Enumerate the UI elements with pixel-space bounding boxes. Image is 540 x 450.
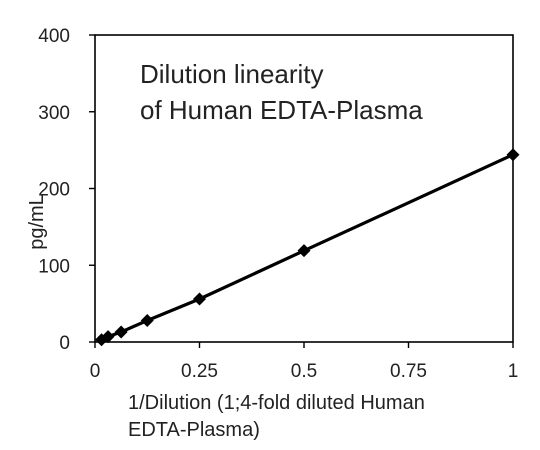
x-tick-label: 1 bbox=[508, 361, 519, 382]
x-axis-label-line-2: EDTA-Plasma) bbox=[128, 419, 260, 441]
y-tick-label: 100 bbox=[38, 256, 70, 277]
x-axis-label-line-1: 1/Dilution (1;4-fold diluted Human bbox=[128, 392, 425, 414]
x-tick-label: 0.25 bbox=[181, 361, 218, 382]
data-point bbox=[193, 292, 206, 306]
y-axis-ticks: 0 100 200 300 400 bbox=[38, 26, 95, 354]
y-tick-label: 0 bbox=[59, 333, 70, 354]
chart-title-line-2: of Human EDTA-Plasma bbox=[140, 95, 423, 125]
series-line bbox=[100, 153, 514, 342]
data-point bbox=[506, 148, 520, 162]
x-tick-label: 0 bbox=[90, 361, 101, 382]
data-point bbox=[297, 244, 311, 258]
y-tick-label: 200 bbox=[38, 180, 70, 201]
y-tick-label: 400 bbox=[38, 26, 70, 47]
series-layer bbox=[95, 148, 520, 347]
chart-title-line-1: Dilution linearity bbox=[140, 59, 324, 89]
y-tick-label: 300 bbox=[38, 103, 70, 124]
data-point bbox=[114, 325, 128, 339]
y-axis-label: pg/mL bbox=[26, 194, 48, 250]
x-tick-label: 0.5 bbox=[291, 361, 317, 382]
x-tick-label: 0.75 bbox=[390, 361, 427, 382]
x-axis-ticks: 0 0.25 0.5 0.75 1 bbox=[90, 342, 519, 382]
data-point bbox=[101, 330, 115, 344]
data-point bbox=[140, 314, 154, 328]
